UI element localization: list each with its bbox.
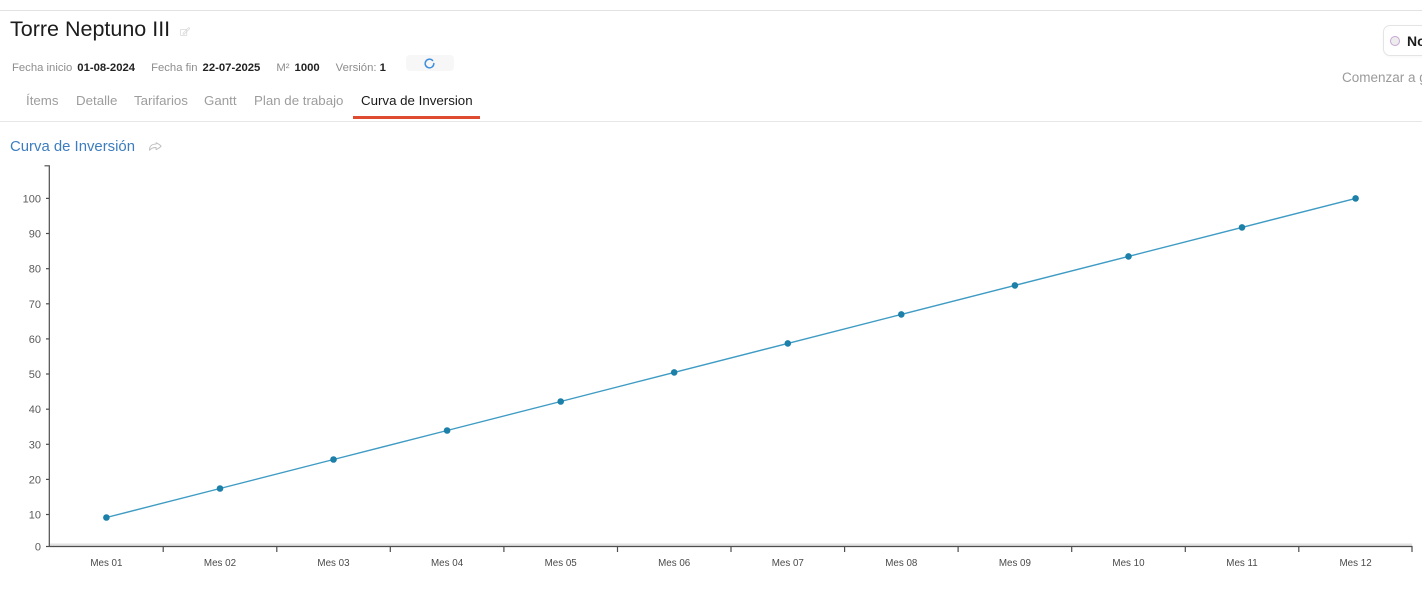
svg-text:Mes 07: Mes 07 <box>772 558 804 569</box>
svg-text:100: 100 <box>23 193 41 205</box>
svg-text:40: 40 <box>29 404 41 416</box>
svg-text:90: 90 <box>29 229 41 241</box>
svg-text:60: 60 <box>29 334 41 346</box>
svg-text:Mes 01: Mes 01 <box>90 558 122 569</box>
svg-text:10: 10 <box>29 510 41 522</box>
svg-text:0: 0 <box>35 542 41 554</box>
svg-text:Mes 08: Mes 08 <box>885 558 918 569</box>
svg-text:Mes 09: Mes 09 <box>999 558 1031 569</box>
svg-text:Mes 04: Mes 04 <box>431 558 464 569</box>
svg-text:Mes 02: Mes 02 <box>204 558 236 569</box>
svg-text:80: 80 <box>29 264 41 276</box>
svg-text:Mes 11: Mes 11 <box>1226 558 1257 569</box>
svg-text:Mes 06: Mes 06 <box>658 558 691 569</box>
svg-text:50: 50 <box>29 369 41 381</box>
svg-text:Mes 10: Mes 10 <box>1112 558 1145 569</box>
svg-text:Mes 03: Mes 03 <box>317 558 350 569</box>
svg-text:70: 70 <box>29 299 41 311</box>
svg-text:Mes 12: Mes 12 <box>1340 558 1372 569</box>
svg-text:Mes 05: Mes 05 <box>545 558 578 569</box>
svg-text:20: 20 <box>29 474 41 486</box>
svg-text:30: 30 <box>29 439 41 451</box>
